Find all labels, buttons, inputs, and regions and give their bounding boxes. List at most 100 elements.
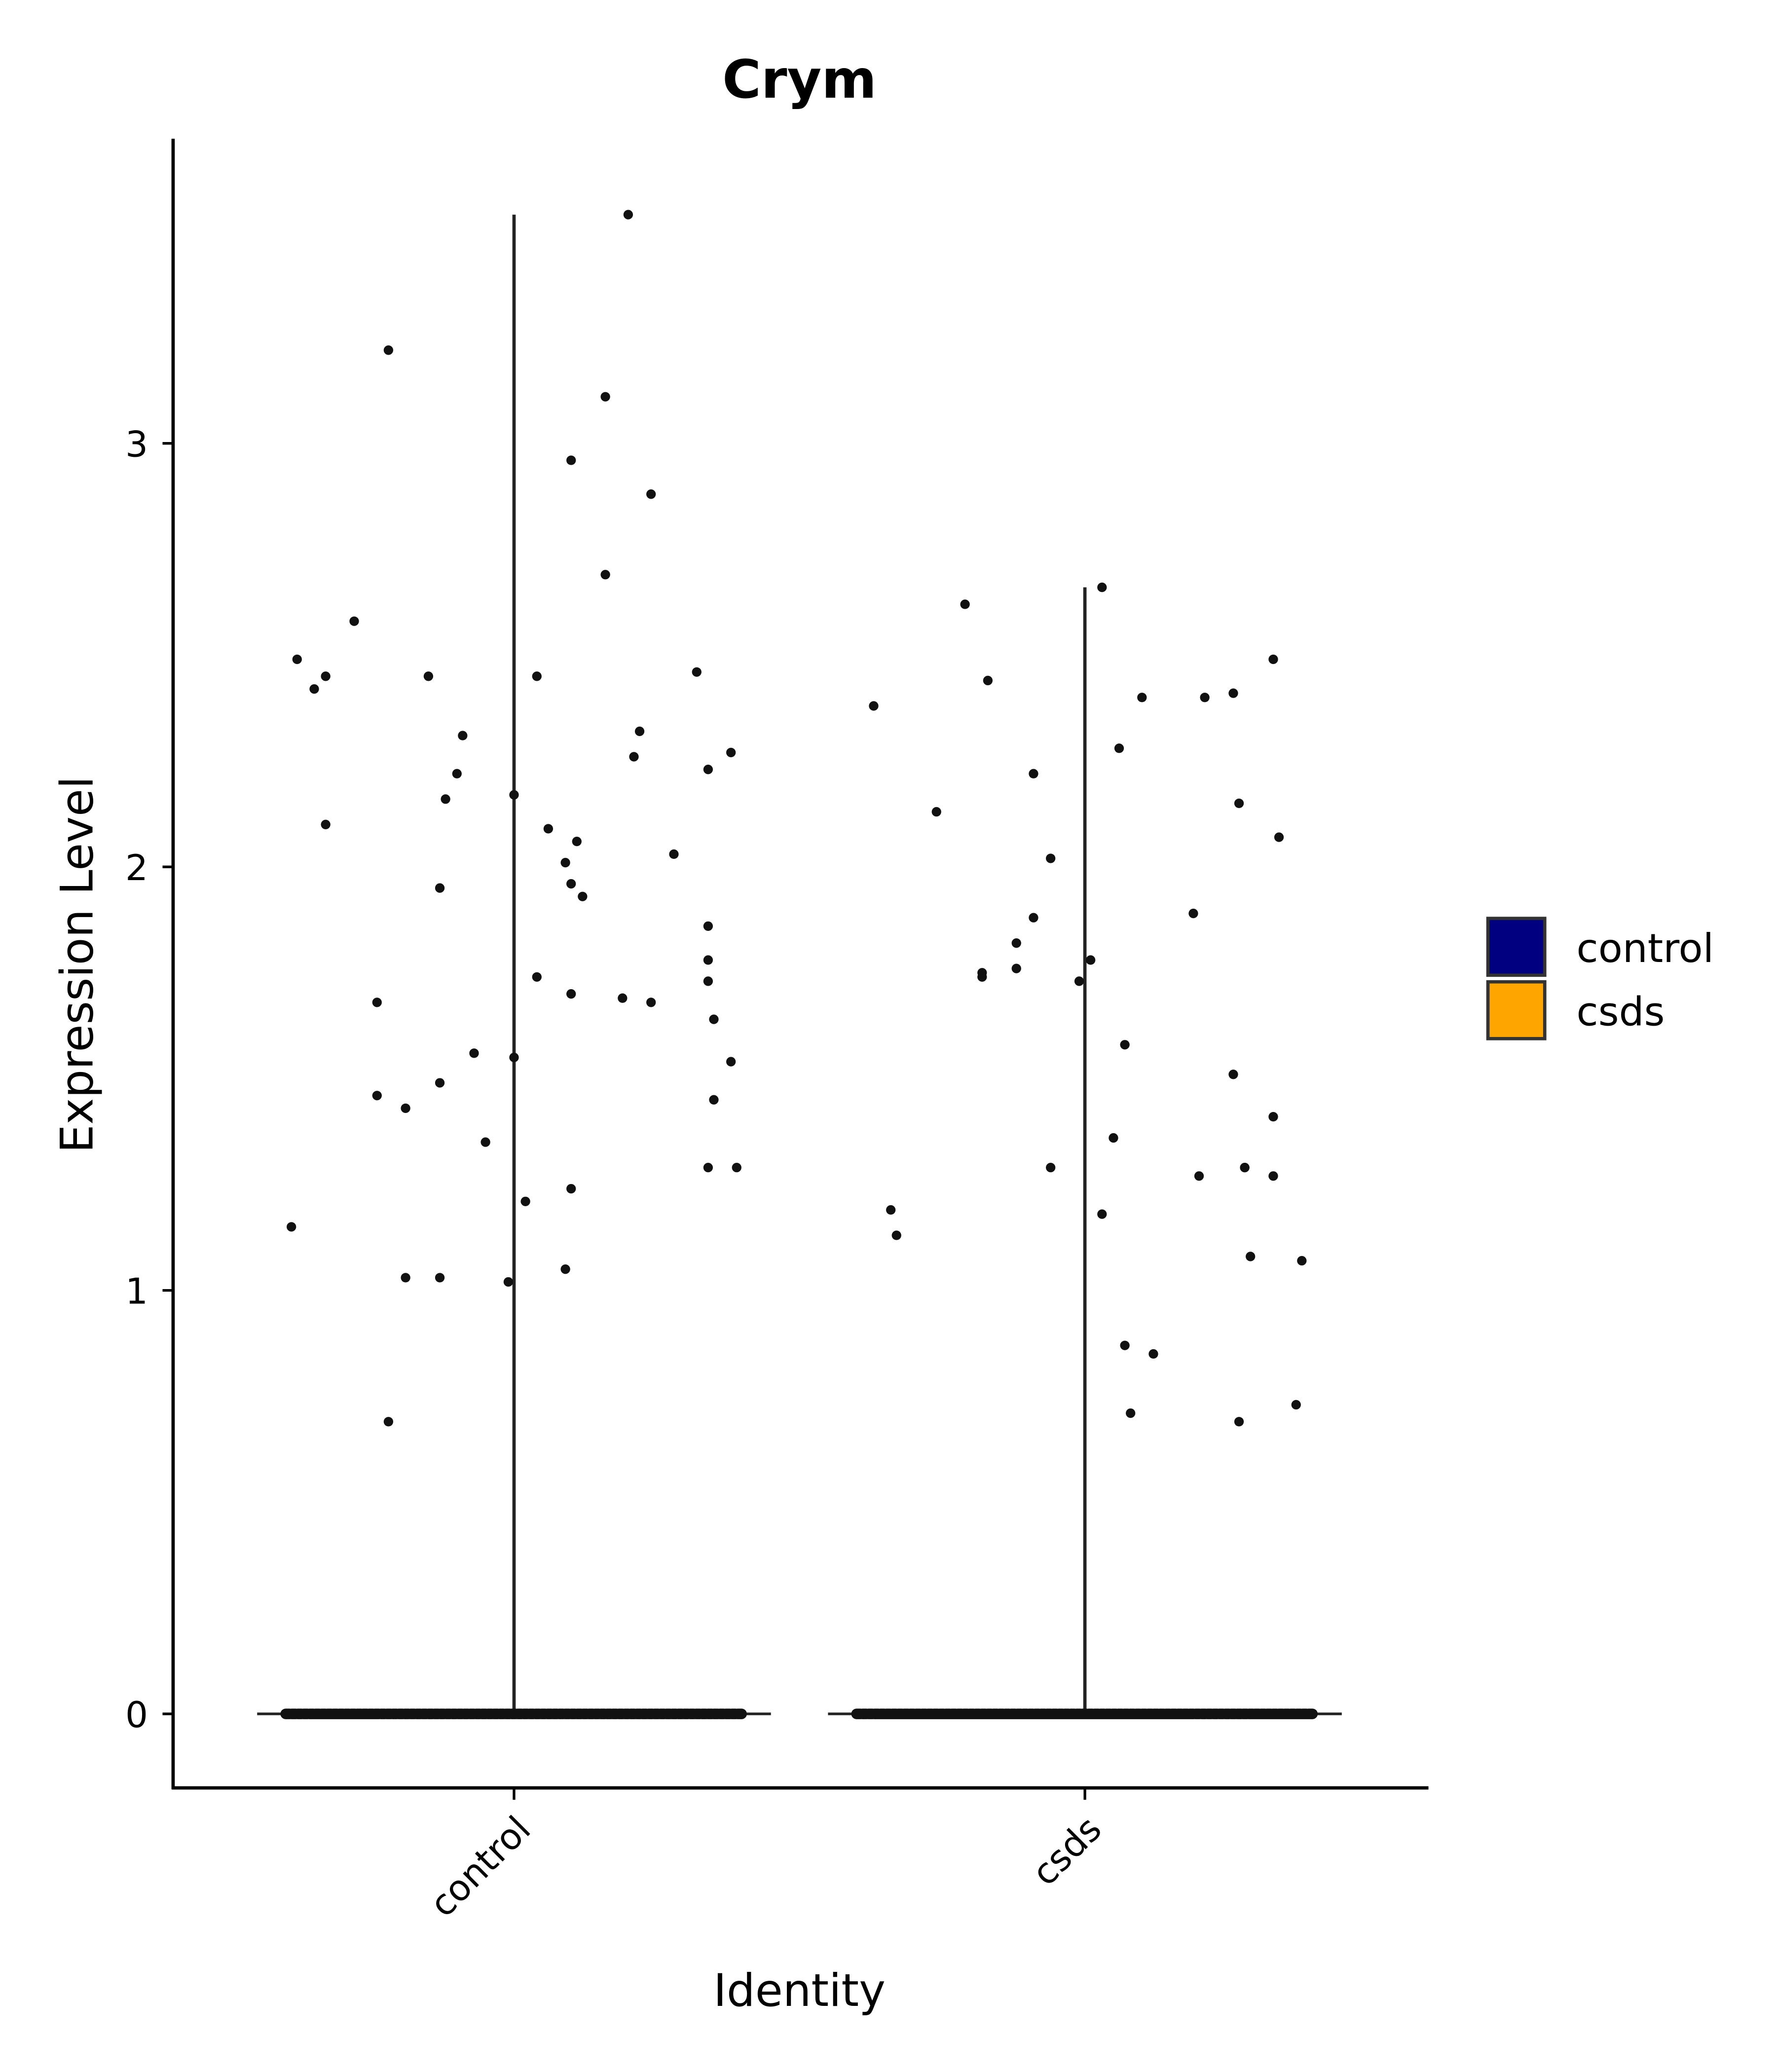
data-point <box>709 1095 719 1105</box>
data-point <box>383 345 394 355</box>
data-point <box>1194 1171 1204 1181</box>
data-point <box>1097 1209 1107 1219</box>
data-point <box>469 1048 479 1058</box>
data-point <box>1046 853 1056 863</box>
data-point <box>1148 1349 1158 1359</box>
data-point <box>1074 976 1084 986</box>
data-point <box>931 807 941 817</box>
data-point <box>669 849 679 859</box>
data-point <box>321 819 331 829</box>
data-point <box>726 1057 736 1067</box>
y-tick-label: 1 <box>125 1271 148 1312</box>
data-point <box>703 1163 713 1173</box>
data-point <box>1011 938 1021 948</box>
legend-swatch-control <box>1486 917 1547 977</box>
legend-label: csds <box>1577 989 1665 1035</box>
data-point <box>891 1230 901 1240</box>
data-point <box>629 752 639 762</box>
data-point <box>1268 1171 1278 1181</box>
data-point <box>869 701 879 711</box>
data-point <box>287 1222 296 1232</box>
data-point <box>1200 693 1210 703</box>
data-point <box>1297 1256 1307 1266</box>
data-point <box>481 1137 490 1147</box>
data-point <box>703 765 713 775</box>
plot-marks <box>257 210 1342 1719</box>
data-point <box>543 824 554 834</box>
chart-title: Crym <box>722 49 877 111</box>
data-point <box>1240 1163 1250 1173</box>
data-point <box>1228 688 1238 698</box>
data-point <box>452 769 462 778</box>
data-point <box>623 210 633 220</box>
data-point <box>1188 908 1198 919</box>
data-point <box>983 675 993 686</box>
data-point <box>1086 955 1096 965</box>
data-point <box>1291 1400 1301 1410</box>
data-point <box>520 1196 530 1206</box>
data-point <box>509 1052 519 1063</box>
y-tick-label: 2 <box>125 848 148 889</box>
data-point <box>423 671 434 681</box>
data-point <box>600 392 610 402</box>
data-point <box>646 998 656 1007</box>
data-point <box>401 1103 410 1113</box>
data-point <box>1046 1163 1056 1173</box>
data-point <box>292 654 302 665</box>
data-point <box>1011 963 1021 973</box>
data-point <box>1109 1133 1118 1143</box>
data-point <box>309 684 319 694</box>
data-point <box>709 1014 719 1024</box>
data-point <box>1126 1408 1136 1418</box>
data-point <box>532 972 542 982</box>
data-point <box>1234 798 1244 809</box>
data-point <box>372 998 382 1007</box>
data-point <box>560 857 570 868</box>
data-point <box>435 883 445 893</box>
data-point <box>726 747 736 757</box>
data-point <box>732 1163 741 1173</box>
data-point <box>1097 582 1107 592</box>
x-ticks: control csds <box>422 1788 1110 1925</box>
data-point <box>566 455 576 465</box>
data-point <box>1246 1252 1256 1261</box>
x-axis-label: Identity <box>713 1964 886 2017</box>
x-tick-label: csds <box>1024 1809 1110 1894</box>
data-point <box>566 989 576 999</box>
data-point <box>1228 1070 1238 1079</box>
data-point <box>458 731 468 740</box>
data-point <box>646 489 656 499</box>
data-point <box>960 599 970 609</box>
data-point <box>435 1273 445 1283</box>
data-point <box>1120 1040 1130 1050</box>
data-point <box>618 993 628 1003</box>
data-point <box>1234 1417 1244 1427</box>
data-point <box>572 836 582 847</box>
legend-label: control <box>1577 925 1714 971</box>
data-point <box>560 1264 570 1274</box>
data-point <box>703 976 713 986</box>
y-tick-label: 3 <box>125 424 148 465</box>
data-point <box>349 616 359 626</box>
data-point <box>1029 769 1038 778</box>
data-point <box>1268 1112 1278 1122</box>
data-point <box>509 790 519 800</box>
data-point <box>703 921 713 931</box>
data-point <box>383 1417 394 1427</box>
data-point <box>566 1184 576 1194</box>
data-point <box>1137 693 1147 703</box>
data-point <box>600 570 610 580</box>
data-point <box>977 968 987 978</box>
data-point <box>886 1205 896 1215</box>
data-point <box>401 1273 410 1283</box>
data-point <box>1274 832 1284 842</box>
data-point <box>578 891 588 901</box>
data-point <box>435 1078 445 1088</box>
legend-swatch-csds <box>1486 980 1547 1040</box>
y-tick-label: 0 <box>125 1695 148 1736</box>
data-point <box>1120 1340 1130 1350</box>
data-point <box>1114 743 1124 753</box>
data-point <box>372 1091 382 1101</box>
data-point <box>441 794 450 804</box>
